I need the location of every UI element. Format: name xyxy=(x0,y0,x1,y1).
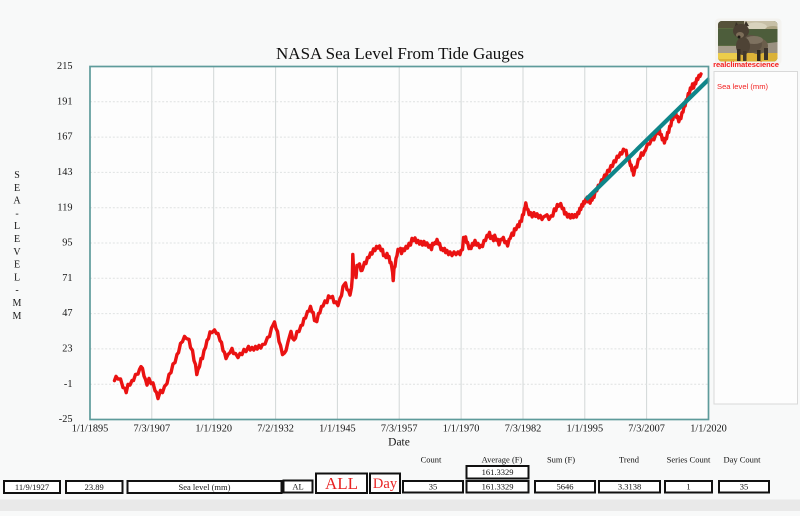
svg-text:Count: Count xyxy=(421,455,442,465)
svg-text:-: - xyxy=(15,285,18,296)
svg-text:M: M xyxy=(13,311,22,322)
svg-text:1/1/2020: 1/1/2020 xyxy=(690,424,727,435)
svg-text:1/1/1895: 1/1/1895 xyxy=(72,424,109,435)
svg-text:Sea level (mm): Sea level (mm) xyxy=(179,482,231,492)
svg-text:L: L xyxy=(14,221,20,232)
svg-text:E: E xyxy=(14,183,20,194)
svg-text:161.3329: 161.3329 xyxy=(482,467,514,477)
svg-text:23: 23 xyxy=(62,344,72,355)
svg-text:1/1/1970: 1/1/1970 xyxy=(443,424,480,435)
svg-text:1/1/1995: 1/1/1995 xyxy=(566,424,603,435)
svg-text:Series Count: Series Count xyxy=(667,455,711,465)
svg-text:E: E xyxy=(14,234,20,245)
svg-text:Day: Day xyxy=(373,476,398,492)
svg-text:143: 143 xyxy=(57,167,72,178)
svg-text:119: 119 xyxy=(57,202,72,213)
svg-text:Trend: Trend xyxy=(619,455,640,465)
svg-text:7/3/1982: 7/3/1982 xyxy=(505,424,542,435)
svg-text:167: 167 xyxy=(57,132,72,143)
svg-text:23.89: 23.89 xyxy=(85,482,104,492)
svg-text:7/3/1907: 7/3/1907 xyxy=(133,424,170,435)
svg-text:Average (F): Average (F) xyxy=(482,455,523,465)
svg-text:71: 71 xyxy=(62,273,72,284)
svg-text:-1: -1 xyxy=(64,379,73,390)
svg-text:191: 191 xyxy=(57,96,72,107)
svg-text:7/3/1957: 7/3/1957 xyxy=(381,424,418,435)
svg-text:E: E xyxy=(14,260,20,271)
svg-text:7/2/1932: 7/2/1932 xyxy=(257,424,294,435)
svg-text:95: 95 xyxy=(62,238,72,249)
svg-text:5646: 5646 xyxy=(557,482,574,492)
svg-text:L: L xyxy=(14,272,20,283)
svg-text:AL: AL xyxy=(292,481,303,491)
svg-text:NASA Sea Level From Tide Gauge: NASA Sea Level From Tide Gauges xyxy=(276,44,524,63)
svg-text:11/9/1927: 11/9/1927 xyxy=(15,482,49,492)
svg-text:215: 215 xyxy=(57,61,72,72)
svg-text:ALL: ALL xyxy=(325,474,358,493)
svg-text:1/1/1920: 1/1/1920 xyxy=(195,424,232,435)
svg-text:1/1/1945: 1/1/1945 xyxy=(319,424,356,435)
svg-text:7/3/2007: 7/3/2007 xyxy=(628,424,665,435)
svg-text:-: - xyxy=(15,208,18,219)
svg-text:Date: Date xyxy=(388,437,410,449)
svg-text:3.3138: 3.3138 xyxy=(618,482,641,492)
svg-text:-25: -25 xyxy=(59,414,73,425)
svg-text:1: 1 xyxy=(686,482,690,492)
svg-text:Sea level (mm): Sea level (mm) xyxy=(717,82,769,91)
svg-text:realclimatescience: realclimatescience xyxy=(713,60,779,69)
svg-text:Day Count: Day Count xyxy=(723,455,761,465)
svg-text:Sum (F): Sum (F) xyxy=(547,455,575,465)
svg-text:M: M xyxy=(13,298,22,309)
svg-text:47: 47 xyxy=(62,308,72,319)
svg-text:A: A xyxy=(13,196,21,207)
svg-text:161.3329: 161.3329 xyxy=(482,482,514,492)
svg-text:V: V xyxy=(13,247,21,258)
svg-text:S: S xyxy=(14,170,20,181)
svg-text:35: 35 xyxy=(429,482,438,492)
svg-text:35: 35 xyxy=(740,482,749,492)
